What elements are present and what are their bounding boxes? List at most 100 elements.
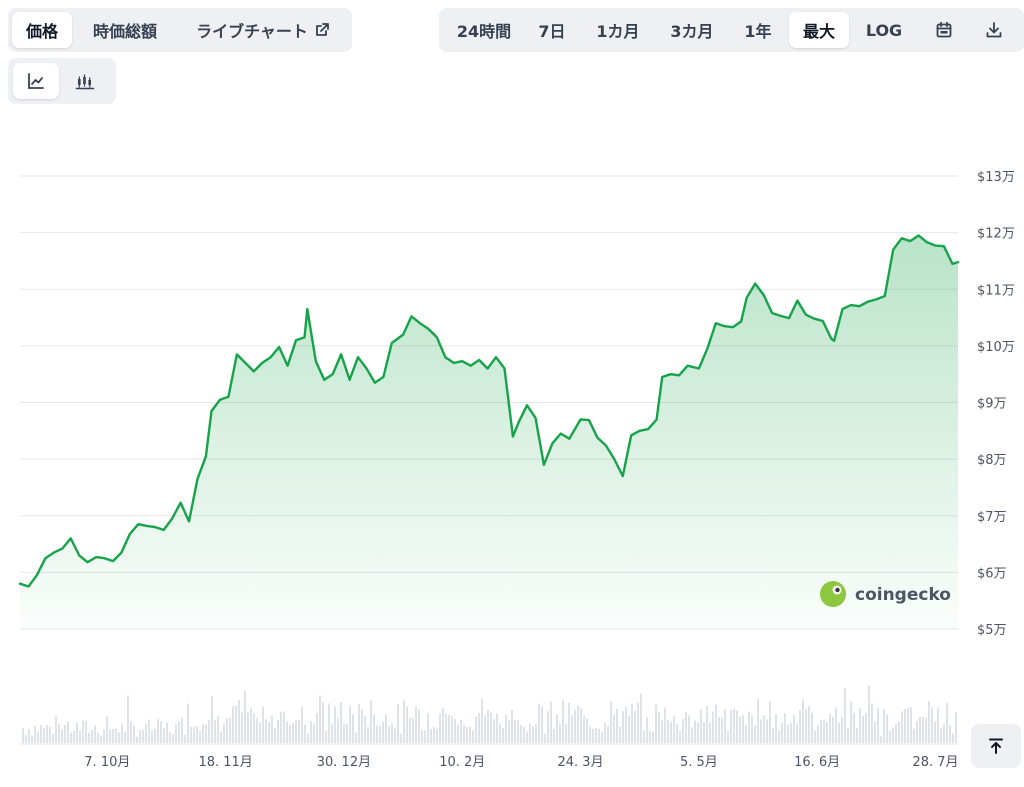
volume-bar <box>697 722 699 743</box>
tab-range-7d[interactable]: 7日 <box>538 22 566 41</box>
volume-bar <box>508 720 510 743</box>
volume-bar <box>766 719 768 743</box>
tab-range-24h[interactable]: 24時間 <box>456 22 512 41</box>
volume-bar <box>286 721 288 743</box>
tab-price[interactable]: 価格 <box>12 12 72 48</box>
volume-bar <box>709 722 711 743</box>
tab-live-chart[interactable]: ライブチャート <box>178 12 348 48</box>
tab-range-3m[interactable]: 3カ月 <box>670 22 714 41</box>
volume-bar <box>727 731 729 743</box>
volume-bar <box>169 732 171 743</box>
volume-bars <box>22 685 957 743</box>
volume-bar <box>640 693 642 743</box>
volume-bar <box>694 720 696 743</box>
volume-bar <box>496 713 498 743</box>
volume-bar <box>652 731 654 743</box>
volume-bar <box>136 736 138 743</box>
candlestick-button[interactable] <box>59 63 111 99</box>
volume-bar <box>613 714 615 743</box>
tab-log[interactable]: LOG <box>865 20 903 40</box>
volume-bar <box>880 735 882 743</box>
tab-market-cap[interactable]: 時価総額 <box>72 12 178 48</box>
y-tick-label: $6万 <box>977 566 1007 581</box>
volume-bar <box>931 707 933 743</box>
volume-bar <box>760 719 762 743</box>
volume-bar <box>76 723 78 743</box>
volume-bar <box>556 714 558 743</box>
x-tick-label: 10. 2月 <box>439 755 485 770</box>
volume-bar <box>361 709 363 743</box>
volume-bar <box>112 729 114 743</box>
price-chart: $13万 $12万 $11万 $10万 $9万 $8万 $7万 $6万 $5万 7. 10月 18… <box>18 170 1015 770</box>
calendar-icon <box>936 21 952 38</box>
volume-bar <box>472 730 474 743</box>
volume-bar <box>172 734 174 743</box>
volume-bar <box>610 700 612 743</box>
volume-bar <box>358 703 360 743</box>
volume-bar <box>163 728 165 743</box>
volume-bar <box>70 732 72 743</box>
volume-bar <box>139 730 141 743</box>
volume-bar <box>436 728 438 743</box>
tab-range-max[interactable]: 最大 <box>789 12 849 48</box>
volume-bar <box>733 708 735 743</box>
volume-bar <box>319 695 321 743</box>
volume-bar <box>676 724 678 743</box>
volume-bar <box>925 717 927 743</box>
volume-bar <box>217 716 219 743</box>
volume-bar <box>637 702 639 743</box>
volume-bar <box>385 714 387 743</box>
download-button[interactable] <box>969 12 1019 48</box>
volume-bar <box>526 731 528 743</box>
volume-bar <box>25 734 27 743</box>
volume-bar <box>94 725 96 743</box>
calendar-button[interactable] <box>919 12 969 48</box>
volume-bar <box>421 729 423 743</box>
x-tick-label: 5. 5月 <box>680 755 718 770</box>
line-chart-button[interactable] <box>13 63 59 99</box>
volume-bar <box>928 700 930 743</box>
volume-bar <box>82 720 84 743</box>
tab-range-1m[interactable]: 1カ月 <box>596 22 640 41</box>
volume-bar <box>493 719 495 743</box>
volume-bar <box>133 725 135 743</box>
volume-bar <box>388 726 390 743</box>
volume-bar <box>949 725 951 743</box>
x-tick-label: 18. 11月 <box>198 755 252 770</box>
volume-bar <box>247 712 249 743</box>
volume-bar <box>460 720 462 743</box>
volume-bar <box>73 731 75 743</box>
volume-bar <box>607 726 609 743</box>
volume-bar <box>751 715 753 743</box>
volume-bar <box>907 707 909 743</box>
volume-bar <box>373 714 375 743</box>
volume-bar <box>271 715 273 743</box>
volume-bar <box>226 718 228 743</box>
volume-bar <box>349 705 351 743</box>
volume-bar <box>913 728 915 743</box>
coingecko-logo-pupil <box>835 587 840 593</box>
volume-bar <box>229 718 231 743</box>
volume-bar <box>316 712 318 743</box>
volume-bar <box>166 722 168 743</box>
y-tick-label: $7万 <box>977 510 1007 525</box>
volume-bar <box>343 723 345 743</box>
volume-bar <box>823 719 825 743</box>
volume-bar <box>820 719 822 743</box>
volume-bar <box>268 721 270 743</box>
external-link-icon <box>316 23 329 36</box>
volume-bar <box>589 726 591 743</box>
volume-bar <box>337 718 339 743</box>
x-tick-label: 16. 6月 <box>794 755 840 770</box>
scroll-to-top-button[interactable] <box>971 724 1021 768</box>
volume-bar <box>832 716 834 743</box>
volume-bar <box>841 717 843 743</box>
y-tick-label: $11万 <box>977 283 1015 298</box>
volume-bar <box>400 733 402 743</box>
volume-bar <box>598 728 600 743</box>
tab-range-1y[interactable]: 1年 <box>744 22 772 41</box>
volume-bar <box>37 731 39 743</box>
volume-bar <box>634 710 636 743</box>
volume-bar <box>334 706 336 743</box>
volume-bar <box>874 721 876 743</box>
